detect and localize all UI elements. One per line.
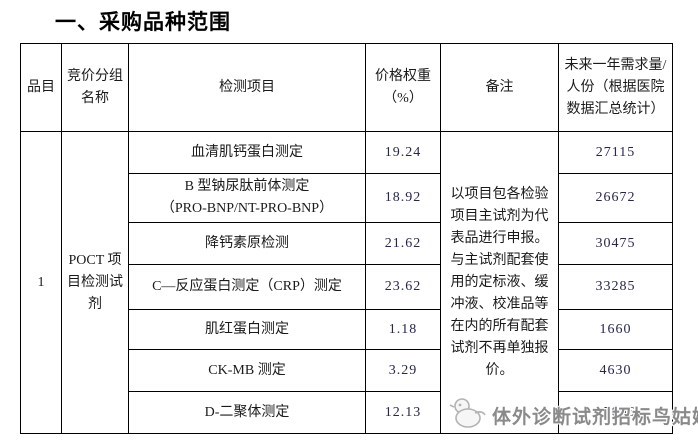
demand-cell: 4630	[558, 349, 673, 392]
demand-cell: 26672	[558, 173, 673, 223]
table-header-row: 品目 竞价分组名称 检测项目 价格权重（%） 备注 未来一年需求量/人份（根据医…	[20, 43, 673, 132]
weight-cell: 18.92	[365, 173, 441, 223]
table-row: 肌红蛋白测定 1.18 1660	[21, 309, 673, 350]
page-title: 一、采购品种范围	[55, 11, 231, 34]
header-project: 检测项目	[128, 43, 366, 132]
project-cell: 降钙素原检测	[128, 222, 366, 265]
weight-cell: 23.62	[365, 264, 441, 310]
project-cell: C—反应蛋白测定（CRP）测定	[128, 264, 366, 310]
weight-cell: 19.24	[365, 131, 441, 174]
table-row: 1 POCT 项目检测试剂 血清肌钙蛋白测定 19.24 以项目包各检验项目主试…	[20, 131, 673, 434]
weight-cell: 1.18	[365, 309, 441, 350]
header-item: 品目	[20, 43, 62, 132]
header-demand: 未来一年需求量/人份（根据医院数据汇总统计）	[558, 43, 673, 132]
item-number-cell: 1	[20, 131, 62, 434]
demand-cell: 1660	[558, 309, 673, 350]
project-cell: B 型钠尿肽前体测定 （PRO-BNP/NT-PRO-BNP）	[128, 173, 366, 223]
procurement-table: 品目 竞价分组名称 检测项目 价格权重（%） 备注 未来一年需求量/人份（根据医…	[20, 43, 673, 434]
demand-cell: 30475	[558, 222, 673, 265]
demand-cell: 33285	[558, 264, 673, 310]
table-row: D-二聚体测定 12.13 17096	[21, 391, 673, 434]
project-cell: D-二聚体测定	[128, 391, 366, 434]
project-cell: 血清肌钙蛋白测定	[128, 131, 366, 174]
weight-cell: 12.13	[365, 391, 441, 434]
table-row: B 型钠尿肽前体测定 （PRO-BNP/NT-PRO-BNP） 18.92 26…	[21, 173, 673, 223]
table-row: CK-MB 测定 3.29 4630	[21, 349, 673, 392]
demand-cell: 17096	[558, 391, 673, 434]
remark-cell: 以项目包各检验项目主试剂为代表品进行申报。与主试剂配套使用的定标液、缓冲液、校准…	[440, 131, 559, 434]
project-cell: CK-MB 测定	[128, 349, 366, 392]
header-weight: 价格权重（%）	[365, 43, 441, 132]
project-cell: 肌红蛋白测定	[128, 309, 366, 350]
header-group: 竞价分组名称	[61, 43, 129, 132]
weight-cell: 21.62	[365, 222, 441, 265]
weight-cell: 3.29	[365, 349, 441, 392]
table-row: 降钙素原检测 21.62 30475	[21, 222, 673, 265]
group-name-cell: POCT 项目检测试剂	[61, 131, 129, 434]
header-remark: 备注	[440, 43, 559, 132]
demand-cell: 27115	[558, 131, 673, 174]
